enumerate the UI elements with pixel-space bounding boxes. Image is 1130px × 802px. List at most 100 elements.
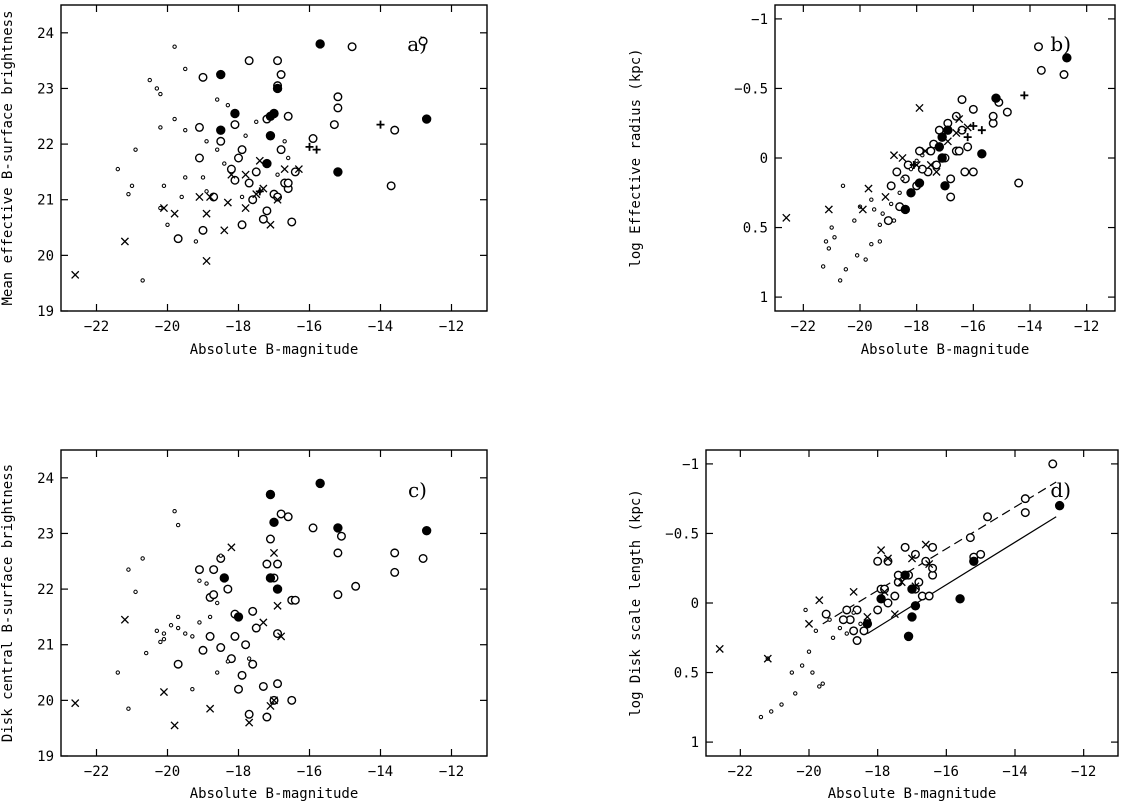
open-circle-point — [290, 595, 300, 605]
open-circle-point — [223, 584, 233, 594]
open-circle-point — [957, 95, 967, 105]
open-circle-point — [1036, 65, 1046, 75]
small-dot-point — [158, 205, 163, 211]
open-circle-point — [873, 556, 883, 566]
x-tick-label: −18 — [865, 764, 890, 780]
small-dot-point — [168, 623, 174, 628]
open-circle-point — [946, 174, 956, 184]
open-circle-point — [390, 567, 400, 577]
cross-point — [294, 165, 303, 174]
y-axis-label: log Effective radius (kpc) — [628, 48, 644, 267]
open-circle-point — [283, 178, 293, 188]
small-dot-point — [154, 86, 160, 91]
small-dot-point — [179, 194, 184, 200]
scatter-points — [715, 459, 1065, 720]
small-dot-point — [832, 235, 837, 240]
filled-circle-point — [903, 631, 914, 642]
small-dot-point — [207, 614, 213, 620]
cross-point — [926, 160, 935, 170]
cross-point — [277, 632, 286, 641]
plus-point — [312, 145, 321, 154]
y-tick-label: 22 — [37, 582, 54, 598]
panel-a: a) Absolute B-magnitude Mean effective B… — [0, 4, 488, 358]
small-dot-point — [161, 631, 167, 636]
cross-point — [883, 554, 893, 563]
open-circle-point — [1048, 459, 1058, 469]
small-dot-point — [215, 147, 220, 152]
y-tick-label: 24 — [37, 471, 54, 487]
x-axis-label: Absolute B-magnitude — [190, 786, 359, 802]
y-tick-label: 1 — [691, 735, 699, 751]
small-dot-point — [183, 631, 188, 636]
open-circle-point — [347, 42, 357, 52]
cross-point — [925, 559, 934, 569]
small-dot-point — [877, 222, 883, 227]
small-dot-point — [147, 77, 152, 83]
x-tick-label: −16 — [297, 319, 322, 335]
small-dot-point — [215, 600, 220, 606]
cross-point — [227, 543, 236, 552]
small-dot-point — [880, 211, 885, 216]
small-dot-point — [133, 589, 138, 595]
small-dot-point — [218, 553, 223, 558]
y-axis-label: Disk central B-surface brightness — [0, 464, 16, 742]
small-dot-point — [877, 239, 883, 244]
open-circle-point — [976, 549, 986, 559]
open-circle-point — [209, 565, 219, 575]
filled-circle-point — [269, 108, 279, 119]
cross-point — [898, 153, 907, 163]
open-circle-point — [333, 103, 343, 113]
filled-circle-point — [315, 478, 325, 489]
small-dot-point — [888, 201, 894, 207]
cross-point — [715, 644, 724, 653]
small-dot-point — [840, 183, 846, 189]
open-circle-point — [287, 695, 297, 705]
x-tick-label: −20 — [155, 319, 180, 335]
open-circle-point — [988, 111, 998, 121]
open-circle-point — [194, 153, 204, 163]
small-dot-point — [183, 175, 188, 180]
small-dot-point — [854, 253, 860, 258]
cross-point — [71, 699, 80, 708]
x-tick-label: −18 — [904, 319, 929, 335]
small-dot-point — [769, 709, 774, 714]
y-tick-label: −1 — [751, 12, 768, 28]
small-dot-point — [175, 614, 181, 620]
y-tick-label: 21 — [37, 638, 54, 654]
filled-circle-point — [272, 584, 283, 594]
open-circle-point — [900, 542, 910, 552]
filled-circle-point — [1054, 500, 1065, 511]
small-dot-point — [126, 706, 131, 711]
open-circle-point — [237, 670, 247, 680]
small-dot-point — [175, 625, 181, 631]
open-circle-point — [262, 206, 272, 216]
small-dot-point — [829, 225, 834, 230]
axis-ticks: −22 −20 −18 −16 −14 −12 19 20 21 22 23 24 — [37, 450, 487, 780]
cross-point — [880, 587, 889, 596]
plus-point — [1020, 91, 1029, 100]
small-dot-point — [820, 264, 826, 269]
cross-point — [849, 587, 858, 596]
filled-circle-point — [991, 93, 1001, 103]
panel-b: b) Absolute B-magnitude log Effective ra… — [628, 4, 1116, 358]
small-dot-point — [908, 166, 914, 172]
y-tick-label: 24 — [37, 26, 54, 42]
fit-line-solid — [867, 516, 1057, 635]
small-dot-point — [275, 172, 280, 177]
small-dot-point — [190, 634, 195, 639]
open-circle-point — [209, 590, 219, 600]
small-dot-point — [871, 207, 877, 212]
small-dot-point — [140, 556, 145, 561]
open-circle-point — [965, 533, 975, 543]
x-tick-label: −14 — [1002, 764, 1027, 780]
open-circle-point — [244, 709, 254, 719]
plus-point — [255, 187, 264, 196]
open-circle-point — [954, 146, 964, 156]
open-circle-point — [273, 679, 283, 689]
filled-circle-point — [265, 573, 276, 583]
filled-circle-point — [1062, 53, 1072, 63]
small-dot-point — [126, 191, 131, 197]
cross-point — [881, 192, 890, 202]
axis-ticks: −22 −20 −18 −16 −14 −12 −1 −0.5 0 0.5 1 — [734, 5, 1115, 335]
open-circle-point — [248, 606, 258, 616]
